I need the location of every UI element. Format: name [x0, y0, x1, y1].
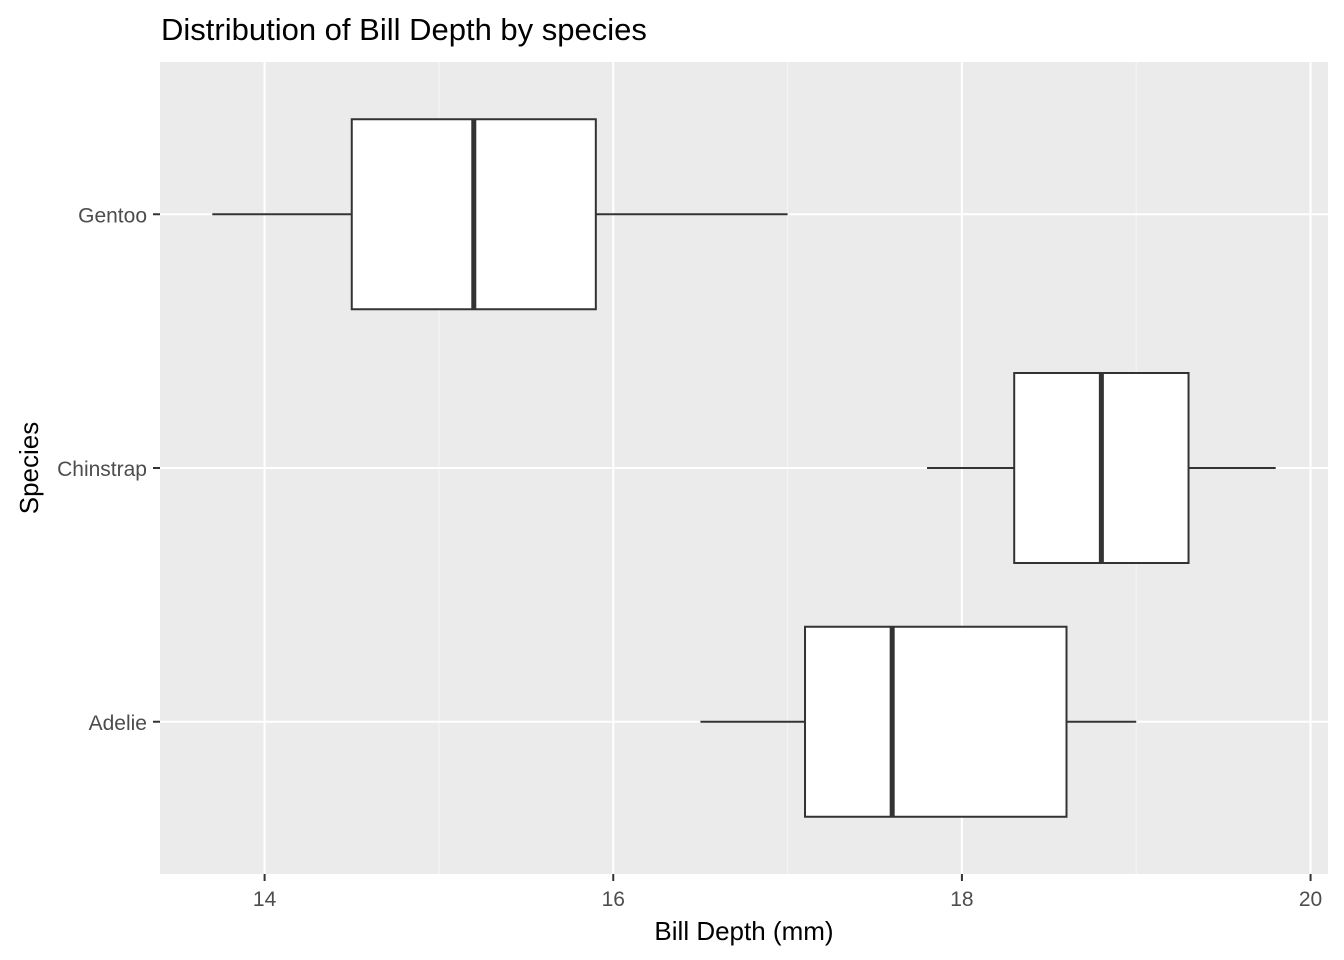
box-chinstrap [927, 372, 1276, 564]
x-tick-label: 16 [602, 888, 625, 911]
x-tick-label: 20 [1299, 888, 1322, 911]
boxplot-layer [212, 118, 1276, 818]
y-tick-label: Chinstrap [57, 458, 147, 481]
y-tick-label: Adelie [89, 712, 147, 735]
x-tick-label: 18 [950, 888, 973, 911]
x-axis: 14 16 18 20 [253, 874, 1322, 911]
box-adelie [700, 625, 1137, 818]
chart-title: Distribution of Bill Depth by species [161, 12, 647, 47]
x-axis-title: Bill Depth (mm) [654, 916, 833, 946]
iqr-box [804, 625, 1068, 818]
y-axis: Adelie Chinstrap Gentoo [57, 204, 160, 735]
x-tick-label: 14 [253, 888, 277, 911]
box-gentoo [212, 118, 788, 311]
y-tick-label: Gentoo [78, 204, 147, 227]
y-axis-title: Species [14, 422, 44, 515]
